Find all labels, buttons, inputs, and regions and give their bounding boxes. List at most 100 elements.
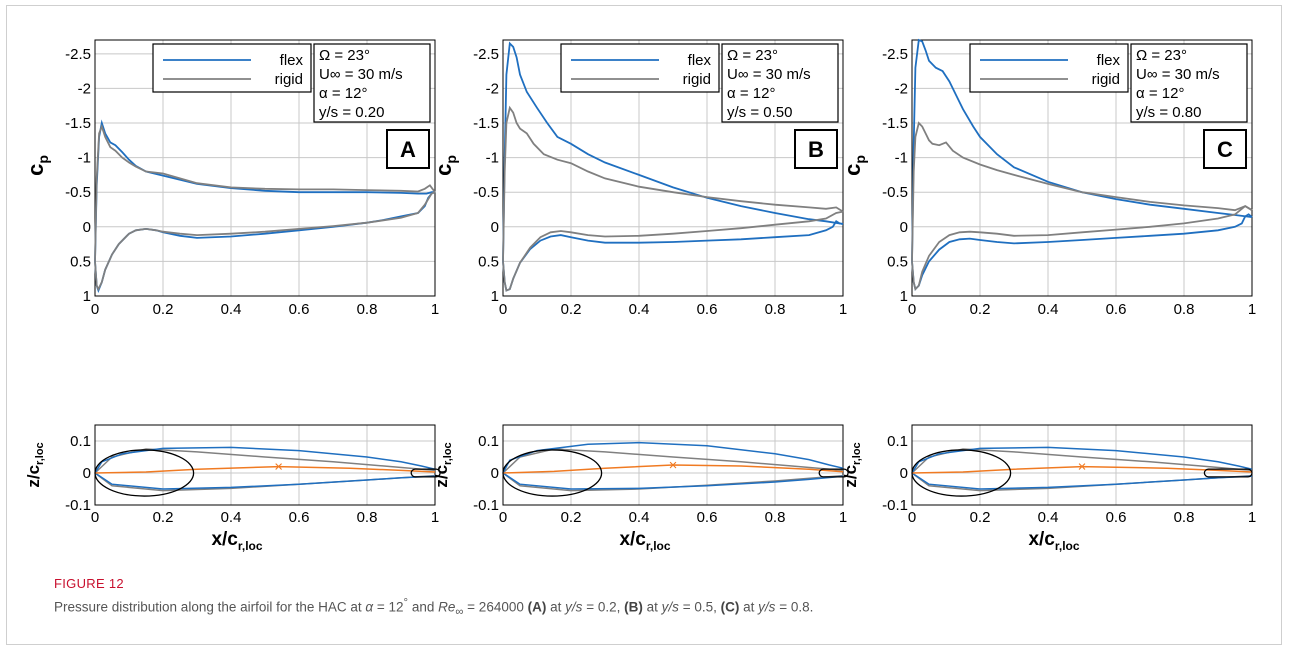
section-camber-line <box>911 465 1253 474</box>
caption-alpha-val: = 12 <box>376 599 404 615</box>
info-line: y/s = 0.80 <box>1136 104 1201 121</box>
info-box <box>1130 43 1248 123</box>
x-tick-label: 0 <box>91 301 99 318</box>
panel-a: 0 0.2 0.4 0.6 0.8 1 -2.5 -2 -1.5 -1 -0.5 0 0.5 1 cp fle… <box>23 39 441 553</box>
y-tick-label: 0.5 <box>478 253 499 270</box>
caption-tag-c: (C) <box>720 599 740 615</box>
y-tick-label: 1 <box>900 288 908 305</box>
x-tick-label: 0.8 <box>357 301 378 318</box>
series-line-flex <box>94 119 435 262</box>
caption-a-ys: y/s <box>565 599 583 615</box>
legend-box <box>560 43 720 93</box>
caption-tag-b: (B) <box>624 599 643 615</box>
section-frame <box>94 424 436 506</box>
info-line: Ω = 23° <box>319 47 370 64</box>
caption-b-ys: y/s <box>661 599 679 615</box>
section-x-tick-label: 0.6 <box>697 509 718 526</box>
y-tick-label: -1 <box>895 150 908 167</box>
x-axis-label-sub: r,loc <box>1055 539 1080 553</box>
info-box <box>313 43 431 123</box>
x-tick-label: 0 <box>908 301 916 318</box>
x-tick-label: 0.4 <box>221 301 242 318</box>
info-line: U∞ = 30 m/s <box>1136 66 1220 83</box>
info-line: U∞ = 30 m/s <box>727 66 811 83</box>
legend-rigid-label: rigid <box>275 71 303 88</box>
y-tick-label: -0.5 <box>473 184 499 201</box>
caption-pre: Pressure distribution along the airfoil … <box>54 599 362 615</box>
y-axis-label-sub: p <box>852 155 868 164</box>
series-line-flex <box>911 38 1253 262</box>
section-ellipse <box>502 449 603 497</box>
y-tick-label: -1 <box>78 150 91 167</box>
section-ellipse <box>94 449 195 497</box>
series-line-rigid <box>502 105 844 262</box>
caption-b-val: = 0.5, <box>682 599 717 615</box>
info-line: α = 12° <box>1136 85 1184 102</box>
x-tick-label: 0.6 <box>1106 301 1127 318</box>
panel-letter-box <box>1203 129 1247 169</box>
x-axis-label: x/cr,loc <box>619 529 670 553</box>
y-axis-label-sub: p <box>35 155 51 164</box>
section-marker-icon: × <box>1078 459 1087 476</box>
series-line-flex <box>502 41 844 262</box>
section-x-tick-label: 0.2 <box>153 509 174 526</box>
x-tick-label: 0.2 <box>153 301 174 318</box>
section-flex-upper <box>94 446 436 474</box>
section-x-tick-label: 0 <box>908 509 916 526</box>
series-line-flex-lower <box>911 213 1253 291</box>
caption-b-pre: at <box>646 599 658 615</box>
y-tick-label: 1 <box>491 288 499 305</box>
section-x-tick-label: 0.6 <box>289 509 310 526</box>
caption-tag-a: (A) <box>527 599 547 615</box>
series-line-rigid-lower <box>911 205 1253 291</box>
y-tick-label: -2 <box>895 80 908 97</box>
section-y-tick-label: -0.1 <box>473 497 499 514</box>
info-line: α = 12° <box>319 85 367 102</box>
x-axis-label: x/cr,loc <box>1028 529 1079 553</box>
caption-and: and <box>411 599 435 615</box>
caption-alpha: α <box>365 599 374 615</box>
figure-frame <box>6 5 1282 645</box>
y-tick-label: -2.5 <box>65 46 91 63</box>
section-te-box <box>1203 468 1253 478</box>
y-tick-label: -2 <box>78 80 91 97</box>
caption-re: Re <box>438 599 456 615</box>
section-x-tick-label: 1 <box>839 509 847 526</box>
section-y-axis-label: z/cr,loc <box>841 442 863 487</box>
section-x-tick-label: 0 <box>91 509 99 526</box>
section-x-tick-label: 0.8 <box>1174 509 1195 526</box>
section-y-tick-label: 0 <box>83 465 91 482</box>
info-line: α = 12° <box>727 85 775 102</box>
section-x-tick-label: 1 <box>1248 509 1256 526</box>
section-frame <box>911 424 1253 506</box>
caption-re-val: = 264000 <box>467 599 524 615</box>
series-line-flex-lower <box>94 191 436 294</box>
section-x-tick-label: 0.8 <box>357 509 378 526</box>
y-tick-label: 0 <box>491 219 499 236</box>
x-axis-label-sub: r,loc <box>646 539 671 553</box>
y-tick-label: -2.5 <box>882 46 908 63</box>
section-x-tick-label: 0.4 <box>629 509 650 526</box>
x-axis-label: x/cr,loc <box>211 529 262 553</box>
x-tick-label: 1 <box>431 301 439 318</box>
series-line-rigid <box>94 123 436 262</box>
caption-a-pre: at <box>550 599 562 615</box>
panel-letter-box <box>386 129 430 169</box>
y-tick-label: -1 <box>486 150 499 167</box>
info-box <box>721 43 839 123</box>
y-axis-label-sub: p <box>443 155 459 164</box>
series-line-rigid <box>911 121 1253 262</box>
caption-c-val: = 0.8. <box>779 599 814 615</box>
section-x-tick-label: 0.2 <box>561 509 582 526</box>
caption-re-sub: ∞ <box>455 606 464 619</box>
x-tick-label: 0.2 <box>970 301 991 318</box>
legend-flex-label: flex <box>1097 52 1121 69</box>
legend-rigid-label: rigid <box>683 71 711 88</box>
section-camber-line <box>94 465 436 474</box>
section-y-tick-label: 0.1 <box>70 433 91 450</box>
y-tick-label: -0.5 <box>882 184 908 201</box>
section-marker-icon: × <box>669 457 678 474</box>
y-tick-label: -1.5 <box>473 115 499 132</box>
series-line-rigid-lower <box>94 191 436 292</box>
caption-c-pre: at <box>743 599 755 615</box>
